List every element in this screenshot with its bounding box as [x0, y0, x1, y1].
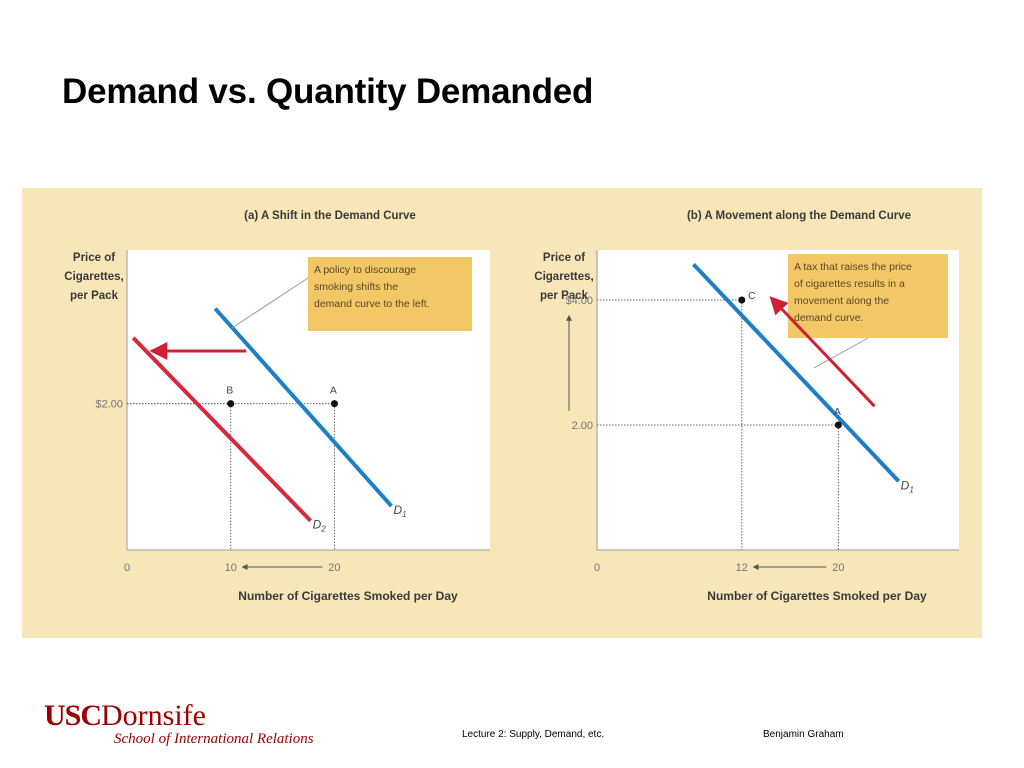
x-axis-label: Number of Cigarettes Smoked per Day [707, 589, 927, 603]
x-tick-label: 20 [832, 562, 844, 574]
data-point-a [330, 400, 338, 408]
callout-text: smoking shifts the [314, 281, 398, 293]
callout-text: movement along the [794, 295, 889, 307]
x-tick-label: 12 [736, 562, 748, 574]
x-tick-label: 10 [225, 562, 237, 574]
callout-leader [231, 277, 309, 329]
origin-label: 0 [124, 562, 130, 574]
point-label-b: B [226, 385, 233, 397]
point-label-a: A [834, 406, 841, 418]
y-axis-label: Cigarettes, [64, 271, 123, 283]
callout-text: demand curve to the left. [314, 298, 430, 310]
chart-a: (a) A Shift in the Demand Curve Price of C… [64, 210, 490, 603]
footer-author: Benjamin Graham [763, 729, 844, 740]
callout-text: of cigarettes results in a [794, 278, 905, 290]
x-axis-label: Number of Cigarettes Smoked per Day [238, 589, 458, 603]
y-tick-label: 2.00 [572, 420, 593, 432]
y-tick-label: $2.00 [95, 399, 123, 411]
usc-dornsife-logo: USCDornsife School of International Rela… [44, 700, 344, 756]
point-label-a: A [330, 385, 337, 397]
data-point-b [227, 400, 235, 408]
point-label-c: C [748, 290, 756, 302]
logo-usc: USC [44, 699, 102, 732]
data-point-c [738, 296, 746, 304]
demand-charts: (a) A Shift in the Demand Curve Price of C… [64, 210, 959, 603]
callout-text: demand curve. [794, 312, 863, 324]
footer-lecture: Lecture 2: Supply, Demand, etc. [462, 729, 605, 740]
y-axis-label: per Pack [70, 290, 119, 302]
callout-text: A tax that raises the price [794, 261, 912, 273]
callout-box [308, 257, 472, 331]
y-axis-label: per Pack [540, 290, 589, 302]
y-axis-label: Price of [73, 252, 115, 264]
slide-title: Demand vs. Quantity Demanded [62, 72, 594, 111]
callout-box [788, 254, 948, 338]
movement-arrow [769, 296, 876, 408]
y-tick-label: $4.00 [565, 295, 593, 307]
figure-panel: (a) A Shift in the Demand Curve Price of C… [22, 188, 982, 638]
origin-label: 0 [594, 562, 600, 574]
y-axis-label: Price of [543, 252, 585, 264]
series-line-d1 [213, 307, 393, 508]
chart-title: (a) A Shift in the Demand Curve [244, 210, 416, 222]
series-line-d1 [692, 263, 901, 483]
y-axis-label: Cigarettes, [534, 271, 593, 283]
logo-wordmark: USCDornsife [44, 700, 206, 732]
data-point-a [834, 421, 842, 429]
callout-text: A policy to discourage [314, 264, 416, 276]
logo-school: School of International Relations [114, 731, 314, 747]
x-tick-label: 20 [328, 562, 340, 574]
logo-dornsife: Dornsife [101, 699, 206, 732]
chart-title: (b) A Movement along the Demand Curve [687, 210, 911, 222]
chart-b: (b) A Movement along the Demand Curve Pri… [534, 210, 959, 603]
callout-leader [813, 337, 869, 369]
series-line-d2 [131, 336, 313, 523]
